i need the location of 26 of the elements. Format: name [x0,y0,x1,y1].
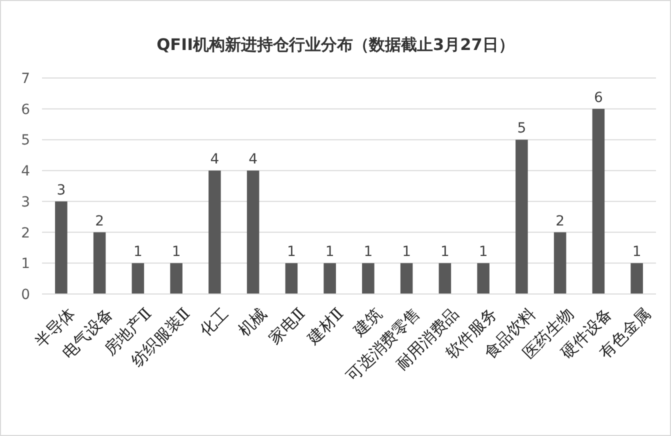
y-tick-label: 4 [21,164,30,180]
data-label: 1 [325,244,334,260]
x-tick-label: 化工 [196,304,232,340]
data-label: 1 [632,244,642,260]
data-label: 1 [172,244,181,260]
data-label: 1 [286,244,296,260]
data-label: 2 [95,213,104,230]
data-label: 4 [248,152,258,168]
data-label: 5 [517,120,526,137]
data-label: 2 [556,213,565,230]
data-label: 1 [364,244,373,260]
y-tick-label: 3 [21,194,30,210]
y-tick-label: 0 [21,287,30,303]
data-label: 1 [402,244,412,260]
y-tick-label: 1 [21,256,30,272]
y-tick-label: 6 [21,102,30,118]
data-label: 6 [594,90,603,106]
data-label: 4 [210,152,220,168]
data-label: 1 [440,244,450,260]
data-label: 1 [133,244,142,260]
y-tick-label: 7 [21,71,30,87]
y-tick-label: 2 [21,225,30,242]
data-label: 3 [56,182,66,198]
y-tick-label: 5 [21,132,30,149]
data-label: 1 [478,244,488,260]
chart-title: QFII机构新进持仓行业分布（数据截止3月27日） [156,35,514,54]
